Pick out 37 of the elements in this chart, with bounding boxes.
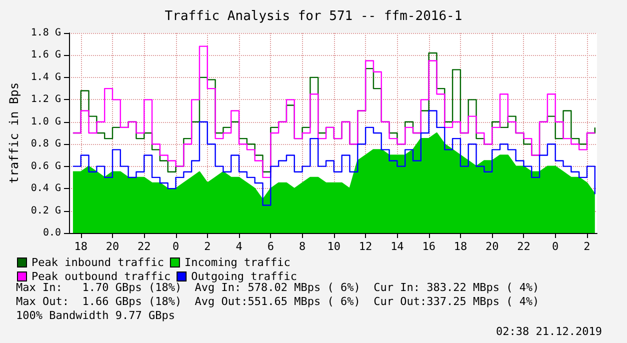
text: Max In: 1.70 GBps (18%) Avg In: 578.02 MBps ( 6%) Cur In: 383.22 MBps ( 4%) xyxy=(16,281,540,294)
y-tick-label: 1.4 G xyxy=(30,72,61,83)
legend-label: Peak inbound traffic xyxy=(32,256,164,269)
y-tick-label: 1.8 G xyxy=(30,28,61,38)
x-tick-label: 14 xyxy=(390,240,404,253)
y-tick-label: 0.4 G xyxy=(30,183,61,194)
x-tick-label: 18 xyxy=(454,240,468,253)
x-tick-label: 10 xyxy=(327,240,341,253)
x-tick-label: 6 xyxy=(267,240,274,253)
x-tick-label: 20 xyxy=(106,240,120,253)
legend-label: Outgoing traffic xyxy=(191,270,298,283)
y-tick-label: 1.6 G xyxy=(30,50,61,61)
x-tick-label: 18 xyxy=(74,240,88,253)
x-tick-label: 2 xyxy=(584,240,590,253)
x-tick-label: 0 xyxy=(172,240,180,253)
y-axis-title: traffic in Bps xyxy=(7,82,21,184)
x-tick-label: 8 xyxy=(298,240,306,253)
y-tick-label: 1.0 G xyxy=(30,116,61,128)
x-tick-label: 0 xyxy=(552,240,559,253)
y-tick-label: 0.6 G xyxy=(30,160,61,172)
legend-label: Incoming traffic xyxy=(184,256,290,269)
text: Max Out: 1.66 GBps (18%) Avg Out:551.65 MBps ( 6%) Cur Out:337.25 MBps ( 4%) xyxy=(16,295,540,308)
chart-title: Traffic Analysis for 571 -- ffm-2016-1 xyxy=(164,9,462,24)
text: 02:38 21.12.2019 xyxy=(496,325,602,338)
x-tick-label: 16 xyxy=(422,240,436,253)
y-tick-label: 0.8 G xyxy=(30,138,61,150)
text: 100% Bandwidth 9.77 GBps xyxy=(16,309,175,322)
x-tick-label: 22 xyxy=(517,240,530,253)
y-tick-label: 0.0 xyxy=(42,228,61,238)
y-tick-label: 1.2 G xyxy=(30,94,61,106)
x-tick-label: 2 xyxy=(204,240,211,253)
x-tick-label: 12 xyxy=(358,240,372,253)
x-tick-label: 4 xyxy=(236,240,243,253)
y-tick-label: 0.2 G xyxy=(30,205,61,216)
legend-label: Peak outbound traffic xyxy=(32,270,171,283)
x-tick-label: 20 xyxy=(485,240,499,253)
x-tick-label: 22 xyxy=(138,240,151,253)
